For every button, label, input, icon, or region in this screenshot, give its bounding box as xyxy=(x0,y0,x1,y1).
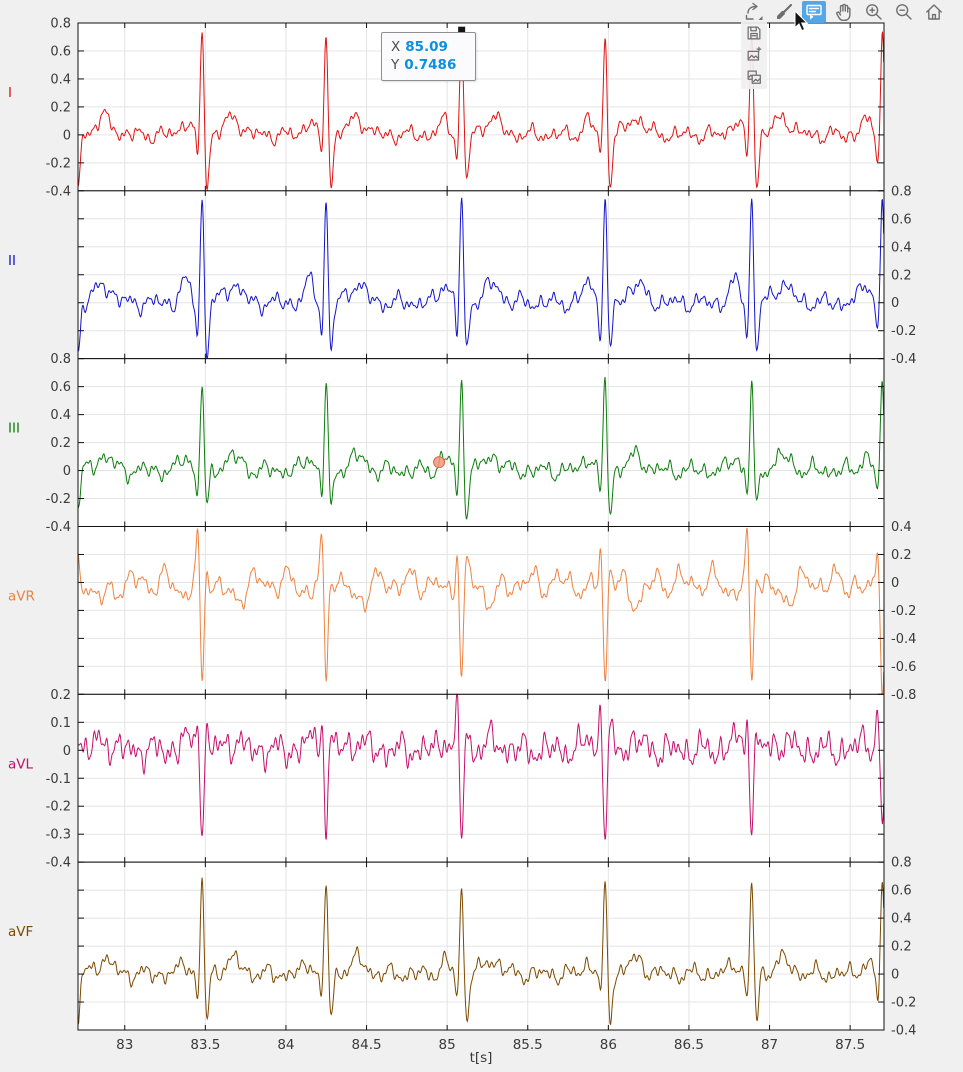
y-tick-label: -0.2 xyxy=(46,800,71,815)
x-tick-label: 87.5 xyxy=(835,1037,865,1053)
datatips-button[interactable] xyxy=(802,1,826,23)
y-tick-label: 0.8 xyxy=(50,17,71,32)
lead-label-aVF: aVF xyxy=(8,924,33,940)
y-tick-label: 0 xyxy=(63,464,71,479)
y-tick-label: -0.8 xyxy=(891,688,916,703)
y-tick-label: 0 xyxy=(63,744,71,759)
y-tick-label: 0.2 xyxy=(50,436,71,451)
y-tick-label: 0.1 xyxy=(50,716,71,731)
lead-label-aVR: aVR xyxy=(8,588,35,604)
trace-aVF[interactable] xyxy=(77,877,885,1026)
y-tick-label: -0.4 xyxy=(46,856,71,871)
y-tick-label: 0.6 xyxy=(891,212,912,227)
datatip-y-label: Y xyxy=(391,57,400,73)
trace-II[interactable] xyxy=(77,197,885,361)
y-tick-label: 0.2 xyxy=(50,100,71,115)
y-tick-label: 0.4 xyxy=(50,408,71,423)
y-tick-label: -0.3 xyxy=(46,828,71,843)
axes-toolbar xyxy=(742,1,946,23)
x-tick-label: 87 xyxy=(761,1037,778,1053)
y-tick-label: -0.4 xyxy=(891,1024,916,1039)
lead-label-II: II xyxy=(8,253,16,269)
trace-III[interactable] xyxy=(77,377,885,520)
y-tick-label: -0.2 xyxy=(46,492,71,507)
x-tick-label: 85 xyxy=(439,1037,456,1053)
datatip-x-row: X 85.09 xyxy=(391,38,469,56)
zoom-in-button[interactable] xyxy=(862,1,886,23)
export-button[interactable] xyxy=(742,1,766,23)
x-tick-label: 86.5 xyxy=(674,1037,704,1053)
y-tick-label: 0.6 xyxy=(50,44,71,59)
hover-point-marker[interactable] xyxy=(433,456,446,469)
y-tick-label: 0.2 xyxy=(891,268,912,283)
trace-I[interactable] xyxy=(77,31,885,192)
restore-view-button[interactable] xyxy=(922,1,946,23)
y-tick-label: 0.2 xyxy=(891,548,912,563)
export-menu xyxy=(741,22,767,89)
copy-image-button[interactable] xyxy=(743,45,765,65)
y-tick-label: 0.8 xyxy=(891,184,912,199)
x-tick-label: 86 xyxy=(600,1037,617,1053)
zoom-out-button[interactable] xyxy=(892,1,916,23)
y-tick-label: 0 xyxy=(891,968,899,983)
y-tick-label: -0.2 xyxy=(891,604,916,619)
y-tick-label: -0.4 xyxy=(46,520,71,535)
y-tick-label: 0.4 xyxy=(891,520,912,535)
trace-aVR[interactable] xyxy=(77,527,885,695)
lead-label-III: III xyxy=(8,421,20,437)
mouse-cursor-icon xyxy=(794,9,810,33)
y-tick-label: 0.2 xyxy=(891,940,912,955)
lead-label-aVL: aVL xyxy=(8,756,34,772)
save-button[interactable] xyxy=(743,23,765,43)
y-tick-label: 0.2 xyxy=(50,688,71,703)
x-tick-label: 85.5 xyxy=(513,1037,543,1053)
y-tick-label: -0.4 xyxy=(891,352,916,367)
trace-aVL[interactable] xyxy=(77,693,885,840)
y-tick-label: 0.4 xyxy=(50,72,71,87)
y-tick-label: -0.6 xyxy=(891,660,916,675)
y-tick-label: -0.4 xyxy=(46,184,71,199)
y-tick-label: -0.1 xyxy=(46,772,71,787)
x-axis-label: t[s] xyxy=(469,1050,493,1066)
datatip-y-row: Y 0.7486 xyxy=(391,56,469,74)
lead-label-I: I xyxy=(8,85,12,101)
x-tick-label: 84.5 xyxy=(352,1037,382,1053)
y-tick-label: 0.4 xyxy=(891,912,912,927)
y-tick-label: -0.2 xyxy=(891,996,916,1011)
y-tick-label: 0 xyxy=(891,576,899,591)
copy-vector-button[interactable] xyxy=(743,67,765,87)
x-tick-label: 83 xyxy=(116,1037,133,1053)
y-tick-label: 0.8 xyxy=(891,856,912,871)
y-tick-label: 0.6 xyxy=(50,380,71,395)
y-tick-label: 0.8 xyxy=(50,352,71,367)
datatip-y-value: 0.7486 xyxy=(404,57,457,73)
y-tick-label: 0.4 xyxy=(891,240,912,255)
y-tick-label: 0.6 xyxy=(891,884,912,899)
y-tick-label: 0 xyxy=(891,296,899,311)
pan-button[interactable] xyxy=(832,1,856,23)
brush-button[interactable] xyxy=(772,1,796,23)
y-tick-label: -0.2 xyxy=(46,156,71,171)
y-tick-label: -0.4 xyxy=(891,632,916,647)
datatip-marker[interactable] xyxy=(458,26,466,34)
datatip-x-value: 85.09 xyxy=(405,39,448,55)
y-tick-label: -0.2 xyxy=(891,324,916,339)
datatip-tooltip: X 85.09 Y 0.7486 xyxy=(381,32,476,81)
x-tick-label: 83.5 xyxy=(190,1037,220,1053)
y-tick-label: 0 xyxy=(63,128,71,143)
datatip-x-label: X xyxy=(391,39,401,55)
x-tick-label: 84 xyxy=(277,1037,294,1053)
